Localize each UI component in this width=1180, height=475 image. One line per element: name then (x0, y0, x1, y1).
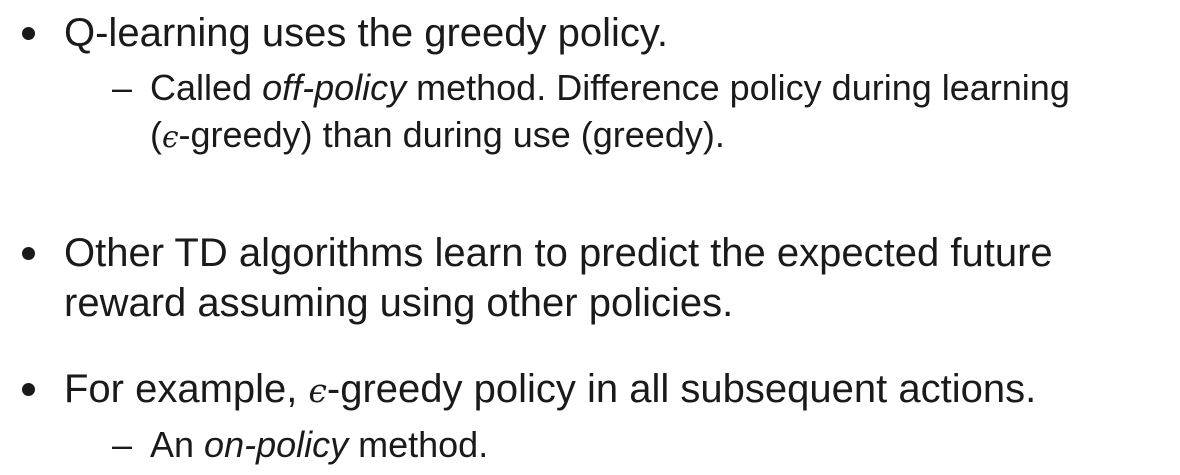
text-segment: -greedy policy in all subsequent actions… (326, 367, 1037, 411)
bullet-dot (22, 383, 35, 396)
bullet-dot (22, 27, 35, 40)
emphasis-off-policy: off-policy (262, 67, 407, 108)
text-segment: method. Difference policy during learnin… (406, 67, 1070, 108)
emphasis-on-policy: on-policy (204, 424, 349, 465)
text-segment: Called (150, 67, 263, 108)
sub-bullet-line-2: (ϵ-greedy) than during use (greedy). (150, 111, 1180, 161)
text-segment: ( (150, 114, 162, 155)
epsilon-symbol: ϵ (308, 372, 327, 410)
sub-bullet-dash: – (112, 424, 133, 465)
sub-bullet-dash: – (112, 67, 133, 108)
bullet-dot (22, 247, 35, 260)
bullet-text-line-1: Other TD algorithms learn to predict the… (64, 231, 1053, 275)
bullet-for-example: For example, ϵ-greedy policy in all subs… (22, 364, 1172, 414)
text-segment: method. (348, 424, 489, 465)
text-segment: -greedy) than during use (greedy). (178, 114, 725, 155)
epsilon-symbol: ϵ (162, 120, 179, 154)
sub-bullet-off-policy: – Called off-policy method. Difference p… (112, 64, 1172, 158)
text-segment: For example, (64, 367, 309, 411)
sub-bullet-on-policy: – An on-policy method. (112, 421, 1172, 468)
bullet-q-learning: Q-learning uses the greedy policy. (22, 8, 1172, 58)
sub-bullet-text: An on-policy method. (150, 421, 1180, 468)
text-segment: An (150, 424, 205, 465)
sub-bullet-line-1: Called off-policy method. Difference pol… (150, 64, 1180, 111)
bullet-text-line-2: reward assuming using other policies. (64, 281, 734, 325)
bullet-text: For example, ϵ-greedy policy in all subs… (64, 364, 1164, 416)
bullet-text: Q-learning uses the greedy policy. (64, 11, 669, 55)
bullet-other-td-algorithms: Other TD algorithms learn to predict the… (22, 228, 1172, 328)
